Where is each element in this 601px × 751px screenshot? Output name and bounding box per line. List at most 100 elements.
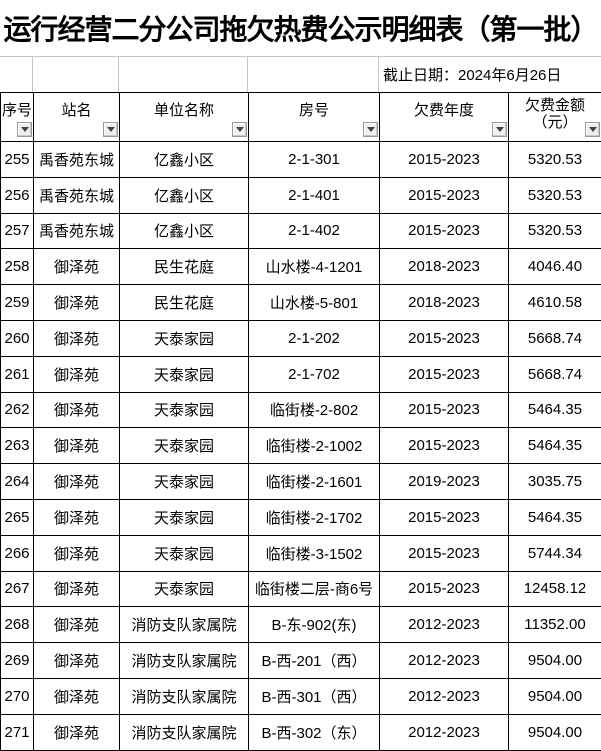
table-row: 266 御泽苑 天泰家园 临街楼-3-1502 2015-2023 5744.34 <box>1 535 601 572</box>
cell-years: 2019-2023 <box>380 464 509 500</box>
cell-station: 御泽苑 <box>34 643 120 679</box>
cell-years: 2015-2023 <box>380 499 509 536</box>
column-header-unit: 单位名称 <box>120 93 249 141</box>
cell-amount: 11352.00 <box>509 607 601 644</box>
cell-room: B-东-902(东) <box>249 607 380 644</box>
cell-amount: 5320.53 <box>509 142 601 178</box>
cell-years: 2015-2023 <box>380 392 509 429</box>
cell-serial: 255 <box>1 142 34 178</box>
cell-station: 御泽苑 <box>34 607 120 644</box>
cell-amount: 5744.34 <box>509 536 601 572</box>
table-row: 270 御泽苑 消防支队家属院 B-西-301（西） 2012-2023 9504.00 <box>1 678 601 715</box>
cell-serial: 260 <box>1 320 34 357</box>
cell-station: 禹香苑东城 <box>34 213 120 250</box>
cell-amount: 5320.53 <box>509 178 601 214</box>
cell-room: 临街楼-2-802 <box>249 392 380 429</box>
cell-unit: 亿鑫小区 <box>120 142 249 178</box>
dropdown-arrow-icon <box>106 127 115 132</box>
column-header-room: 房号 <box>249 93 380 141</box>
cell-station: 禹香苑东城 <box>34 142 120 178</box>
table-row: 265 御泽苑 天泰家园 临街楼-2-1702 2015-2023 5464.35 <box>1 499 601 536</box>
cell-station: 御泽苑 <box>34 320 120 357</box>
gridline-cell <box>0 57 33 92</box>
cell-unit: 天泰家园 <box>120 320 249 357</box>
cell-years: 2015-2023 <box>380 213 509 250</box>
dropdown-arrow-icon <box>20 127 29 132</box>
title-row: 运行经营二分公司拖欠热费公示明细表（第一批） <box>0 0 601 57</box>
filter-button-room[interactable] <box>363 122 378 137</box>
cell-amount: 5320.53 <box>509 214 601 250</box>
cell-unit: 亿鑫小区 <box>120 213 249 250</box>
cell-amount: 5464.35 <box>509 393 601 429</box>
table-row: 271 御泽苑 消防支队家属院 B-西-302（东） 2012-2023 9504.00 <box>1 714 601 751</box>
gridline-cell <box>119 57 248 92</box>
cell-serial: 258 <box>1 249 34 286</box>
table-row: 260 御泽苑 天泰家园 2-1-202 2015-2023 5668.74 <box>1 320 601 357</box>
cell-years: 2015-2023 <box>380 142 509 178</box>
sheet-title: 运行经营二分公司拖欠热费公示明细表（第一批） <box>3 15 598 46</box>
cell-room: 2-1-401 <box>249 177 380 214</box>
cell-amount: 5668.74 <box>509 357 601 393</box>
cell-room: 临街楼-2-1601 <box>249 464 380 500</box>
cell-years: 2015-2023 <box>380 535 509 572</box>
column-header-label: 站名 <box>61 102 92 119</box>
filter-button-years[interactable] <box>492 122 507 137</box>
cell-serial: 270 <box>1 678 34 715</box>
filter-button-unit[interactable] <box>232 122 247 137</box>
cell-room: 2-1-402 <box>249 213 380 250</box>
column-header-amount: 欠费金额 （元） <box>509 93 601 141</box>
cell-room: B-西-302（东） <box>249 714 380 751</box>
cell-serial: 269 <box>1 643 34 679</box>
cell-room: 临街楼-2-1702 <box>249 499 380 536</box>
cell-years: 2015-2023 <box>380 571 509 608</box>
cell-serial: 265 <box>1 499 34 536</box>
cell-amount: 9504.00 <box>509 715 601 751</box>
column-header-serial: 序号 <box>1 93 34 141</box>
cell-amount: 5668.74 <box>509 321 601 357</box>
cell-years: 2012-2023 <box>380 678 509 715</box>
cell-room: 山水楼-4-1201 <box>249 249 380 286</box>
cell-unit: 民生花庭 <box>120 249 249 286</box>
table-row: 269 御泽苑 消防支队家属院 B-西-201（西） 2012-2023 9504.00 <box>1 643 601 679</box>
cell-unit: 消防支队家属院 <box>120 607 249 644</box>
gridline-cell <box>248 57 379 92</box>
cell-years: 2015-2023 <box>380 177 509 214</box>
table-row: 255 禹香苑东城 亿鑫小区 2-1-301 2015-2023 5320.53 <box>1 142 601 178</box>
table-row: 261 御泽苑 天泰家园 2-1-702 2015-2023 5668.74 <box>1 356 601 393</box>
cell-station: 御泽苑 <box>34 464 120 500</box>
table-row: 258 御泽苑 民生花庭 山水楼-4-1201 2018-2023 4046.40 <box>1 249 601 286</box>
cell-unit: 消防支队家属院 <box>120 643 249 679</box>
cell-room: 山水楼-5-801 <box>249 285 380 321</box>
cell-room: 临街楼二层-商6号 <box>249 571 380 608</box>
cell-amount: 3035.75 <box>509 464 601 500</box>
cell-amount: 5464.35 <box>509 500 601 536</box>
cell-years: 2015-2023 <box>380 356 509 393</box>
cell-unit: 消防支队家属院 <box>120 678 249 715</box>
cell-station: 御泽苑 <box>34 392 120 429</box>
cell-unit: 亿鑫小区 <box>120 177 249 214</box>
cell-station: 御泽苑 <box>34 535 120 572</box>
cell-amount: 9504.00 <box>509 643 601 679</box>
cell-unit: 天泰家园 <box>120 571 249 608</box>
cell-unit: 消防支队家属院 <box>120 714 249 751</box>
filter-button-station[interactable] <box>103 122 118 137</box>
table-row: 262 御泽苑 天泰家园 临街楼-2-802 2015-2023 5464.35 <box>1 392 601 429</box>
cell-room: 临街楼-2-1002 <box>249 428 380 465</box>
cell-serial: 271 <box>1 714 34 751</box>
cell-unit: 天泰家园 <box>120 428 249 465</box>
table-body: 255 禹香苑东城 亿鑫小区 2-1-301 2015-2023 5320.53 256 禹香… <box>0 142 601 751</box>
dropdown-arrow-icon <box>366 127 375 132</box>
table-row: 268 御泽苑 消防支队家属院 B-东-902(东) 2012-2023 11352.00 <box>1 607 601 644</box>
cell-serial: 259 <box>1 285 34 321</box>
filter-button-amount[interactable] <box>585 122 600 137</box>
cell-station: 御泽苑 <box>34 714 120 751</box>
cell-room: B-西-301（西） <box>249 678 380 715</box>
cell-unit: 天泰家园 <box>120 535 249 572</box>
cell-amount: 12458.12 <box>509 572 601 608</box>
cell-room: B-西-201（西） <box>249 643 380 679</box>
cell-serial: 264 <box>1 464 34 500</box>
filter-button-serial[interactable] <box>17 122 32 137</box>
table-row: 259 御泽苑 民生花庭 山水楼-5-801 2018-2023 4610.58 <box>1 285 601 321</box>
cell-years: 2012-2023 <box>380 607 509 644</box>
